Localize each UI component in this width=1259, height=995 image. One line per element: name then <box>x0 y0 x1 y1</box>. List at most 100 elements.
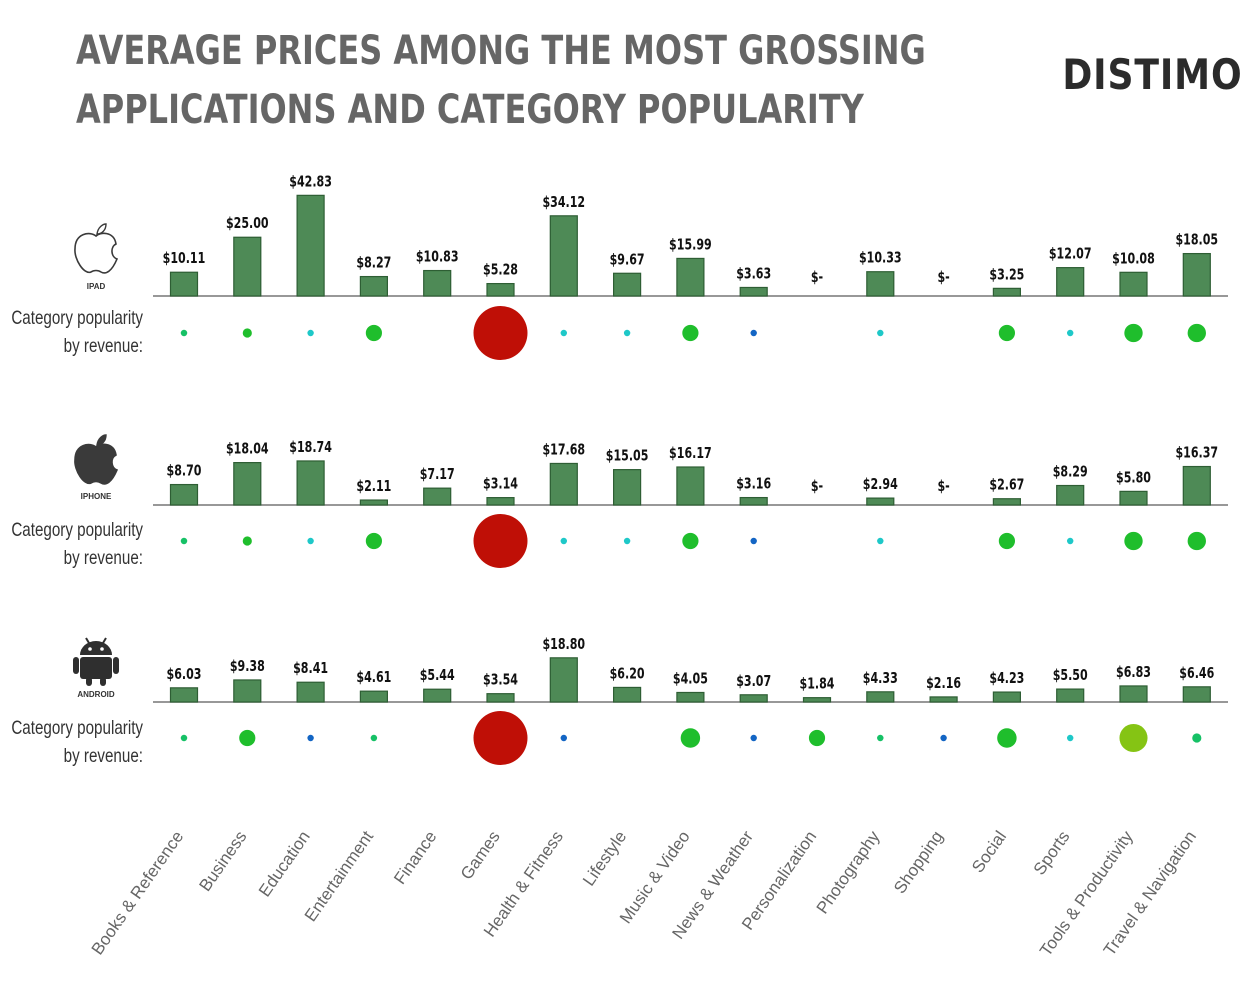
android-icon <box>73 637 119 686</box>
bar-android-sports <box>1056 688 1085 703</box>
popularity-dot-travel-navigation <box>1192 733 1202 743</box>
platform-label: IPHONE <box>81 492 112 501</box>
category-label: Shopping <box>890 827 947 897</box>
bar-ipad-music-video <box>676 257 705 297</box>
data-label: $3.14 <box>483 475 518 492</box>
bar-android-personalization <box>802 697 832 703</box>
apple-body <box>74 443 119 485</box>
popularity-dot-books-reference <box>180 537 188 545</box>
data-label: $8.27 <box>356 254 391 271</box>
bar-ipad-health-fitness <box>549 215 578 297</box>
popularity-dot-entertainment <box>370 734 378 742</box>
data-label: $8.29 <box>1053 463 1088 480</box>
bar-ipad-education <box>296 194 325 297</box>
category-label: Education <box>255 827 314 900</box>
bar-android-books-reference <box>169 687 199 703</box>
popularity-dot-sports <box>1067 329 1074 337</box>
category-label: Sports <box>1030 827 1074 878</box>
category-label: Business <box>195 827 250 894</box>
data-label: $5.28 <box>483 261 518 278</box>
popularity-dot-games <box>473 711 528 765</box>
bar-android-games <box>486 693 515 703</box>
bar-iphone-music-video <box>676 466 705 506</box>
data-label: $- <box>937 478 949 495</box>
data-label: $6.83 <box>1116 664 1151 681</box>
bar-iphone-photography <box>866 497 895 506</box>
data-label: $2.16 <box>926 675 961 692</box>
bar-iphone-tools-productivity <box>1119 490 1148 506</box>
data-label: $10.83 <box>416 248 459 265</box>
bar-android-tools-productivity <box>1119 685 1148 703</box>
popularity-dot-entertainment <box>365 532 382 550</box>
data-label: $- <box>937 269 949 286</box>
popularity-dot-lifestyle <box>623 537 631 545</box>
popularity-dot-travel-navigation <box>1187 531 1206 551</box>
bar-ipad-books-reference <box>169 271 199 297</box>
bar-iphone-books-reference <box>169 483 199 506</box>
category-label: Finance <box>390 827 440 887</box>
popularity-dot-news-weather <box>750 537 757 545</box>
data-label: $12.07 <box>1049 246 1092 263</box>
data-label: $34.12 <box>542 194 585 211</box>
data-label: $42.83 <box>289 173 332 190</box>
data-label: $4.61 <box>356 669 391 686</box>
android-head <box>80 641 112 655</box>
bar-android-travel-navigation <box>1182 686 1211 703</box>
apple-icon <box>74 434 119 485</box>
bar-iphone-sports <box>1056 484 1085 506</box>
popularity-dot-music-video <box>680 728 701 748</box>
popularity-dot-games <box>473 514 528 568</box>
popularity-dot-entertainment <box>365 324 382 342</box>
data-label: $15.05 <box>606 448 649 465</box>
data-label: $9.67 <box>610 251 645 268</box>
popularity-dot-books-reference <box>180 734 188 742</box>
bar-android-finance <box>423 688 452 703</box>
bar-iphone-news-weather <box>739 496 768 506</box>
data-label: $18.04 <box>226 440 269 457</box>
popularity-dot-tools-productivity <box>1119 723 1148 753</box>
popularity-dot-books-reference <box>180 329 188 337</box>
data-label: $4.23 <box>989 670 1024 687</box>
data-label: $16.37 <box>1175 444 1218 461</box>
platform-label: ANDROID <box>77 690 115 699</box>
bar-ipad-tools-productivity <box>1119 271 1148 297</box>
popularity-dot-social <box>998 324 1016 342</box>
popularity-dot-business <box>242 536 252 546</box>
data-label: $6.03 <box>167 666 202 683</box>
popularity-dot-health-fitness <box>560 537 567 545</box>
apple-leaf <box>96 434 107 446</box>
bar-android-education <box>296 681 325 703</box>
popularity-dot-education <box>307 329 314 337</box>
bar-iphone-social <box>992 498 1022 506</box>
data-label: $7.17 <box>420 466 455 483</box>
bar-ipad-games <box>486 282 515 297</box>
bar-ipad-photography <box>866 271 895 297</box>
popularity-dot-education <box>307 734 314 742</box>
category-label: Games <box>457 827 504 883</box>
apple-body <box>74 232 119 274</box>
popularity-dot-news-weather <box>750 734 757 742</box>
category-label: Photography <box>813 827 884 917</box>
popularity-dot-sports <box>1067 537 1074 545</box>
popularity-dot-tools-productivity <box>1124 323 1143 343</box>
data-label: $17.68 <box>542 441 585 458</box>
popularity-dot-photography <box>877 329 884 337</box>
popularity-label-line-1: Category popularity <box>11 518 143 540</box>
data-label: $10.08 <box>1112 250 1155 267</box>
category-label: Books & Reference <box>88 827 188 958</box>
android-antenna-right <box>102 637 107 644</box>
popularity-dot-health-fitness <box>560 329 567 337</box>
bar-android-shopping <box>929 696 958 703</box>
android-antenna-left <box>85 637 90 644</box>
bar-android-lifestyle <box>612 686 642 703</box>
android-leg-right <box>100 677 106 686</box>
apple-leaf <box>96 223 107 235</box>
bar-android-business <box>233 679 262 703</box>
data-label: $3.63 <box>736 265 771 282</box>
brand-logo: DISTIMO <box>1062 50 1243 99</box>
popularity-dot-education <box>307 537 314 545</box>
popularity-dot-news-weather <box>750 329 757 337</box>
data-label: $1.84 <box>800 676 835 693</box>
data-label: $15.99 <box>669 236 712 253</box>
